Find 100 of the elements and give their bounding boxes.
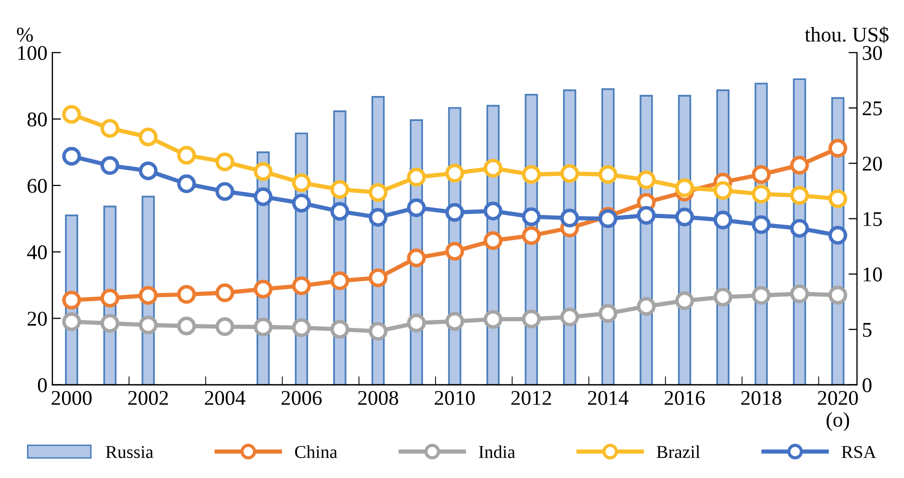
point [484,202,502,220]
point [368,268,388,288]
y2-axis-title: thou. US$ [804,26,889,44]
point [752,165,771,184]
point [560,208,580,228]
point [484,158,502,178]
x-tick-label: 2018 [741,390,782,406]
point [138,286,158,305]
point [407,314,426,332]
point [598,165,618,184]
point [138,316,158,334]
point [62,312,81,332]
point [445,203,464,222]
y2-tick-label: 5 [863,323,872,337]
point [790,218,809,238]
point [330,202,350,221]
y2-tick-label: 15 [864,212,882,226]
point [292,318,311,338]
point [636,297,656,316]
y-axis-title: % [16,28,33,42]
legend-label: Brazil [656,445,700,458]
point [675,178,694,198]
point [636,170,656,190]
point [714,181,732,200]
y-tick-label: 60 [28,178,47,193]
y2-tick-label: 10 [864,267,882,282]
point [445,312,464,331]
point [177,285,196,304]
point [636,206,656,225]
point [522,165,541,184]
point [522,310,541,328]
point [368,322,388,341]
point [368,208,388,227]
point [292,194,311,212]
x-tick-label: 2016 [664,390,705,406]
y2-tick-label: 25 [862,101,882,116]
point [330,271,350,290]
y2-tick-label: 0 [862,378,872,392]
point [177,174,196,194]
point [330,320,350,339]
point [100,288,120,308]
point [254,162,273,181]
x-tick-label: 2012 [511,390,552,406]
point [484,231,502,250]
point [368,183,388,202]
point [484,310,502,329]
point [292,276,311,296]
point [522,226,541,245]
point [215,152,234,172]
legend-label: Russia [106,446,154,458]
point [828,226,848,245]
legend-label: China [295,445,338,458]
x-tick-label: 2020 (o) [818,390,858,432]
x-tick-label: 2006 [282,390,322,406]
point [407,168,426,187]
point [62,146,81,166]
point [215,283,234,302]
point [177,146,196,165]
point [138,161,158,180]
point [752,184,771,204]
point [138,128,158,146]
point [752,286,771,305]
point [560,308,580,326]
point [407,198,426,218]
point [675,208,694,226]
x-tick-label: 2002 [128,390,168,406]
point [445,164,464,183]
y-tick-label: 20 [28,312,47,326]
point [215,182,234,201]
x-tick-label: 2000 [52,390,92,406]
point [254,280,273,298]
point [598,209,618,228]
x-tick-label: 2004 [204,390,246,406]
point [254,187,273,206]
point [714,210,732,230]
point [407,248,426,268]
point [100,314,120,333]
point [330,180,350,199]
y2-tick-label: 20 [862,156,882,171]
point [254,318,273,336]
y2-tick-label: 30 [862,46,882,60]
point [292,173,311,192]
point [560,164,580,183]
point [598,304,618,323]
point [790,284,809,304]
y-tick-label: 100 [18,46,47,60]
x-tick-label: 2010 [434,390,475,406]
point [62,290,81,310]
y-tick-label: 40 [27,245,47,260]
point [100,156,120,175]
point [790,156,809,175]
legend-label: India [478,445,516,458]
point [828,138,848,158]
point [100,118,120,138]
point [522,207,541,226]
point [752,215,771,234]
point [62,104,81,124]
legend-label: RSA [842,446,876,458]
point [714,288,732,306]
point [828,286,848,304]
